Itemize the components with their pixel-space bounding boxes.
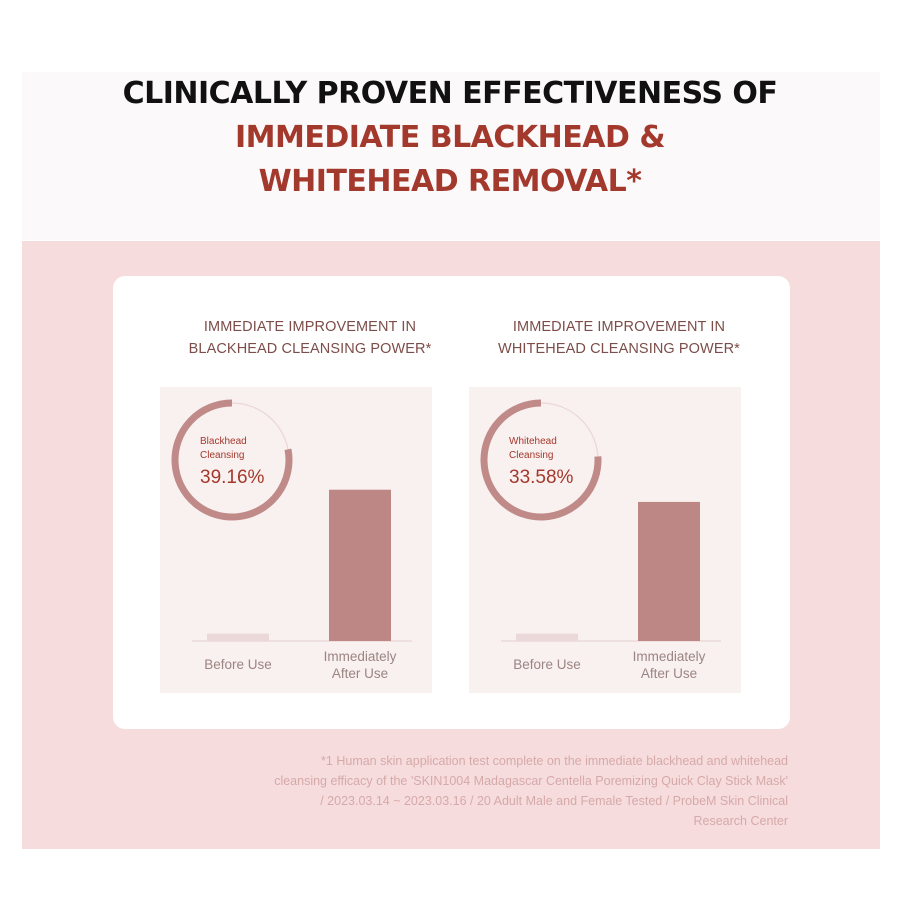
- ring-progress: [171, 399, 293, 521]
- whitehead-chart-svg: Before Use Immediately After Use Whitehead C…: [480, 399, 721, 681]
- title-line-1: CLINICALLY PROVEN EFFECTIVENESS OF: [122, 76, 778, 111]
- footnote-line: / 2023.03.14 ~ 2023.03.16 / 20 Adult Mal…: [320, 794, 788, 808]
- category-label: Immediately After Use: [633, 649, 706, 681]
- chart-title-line-1: IMMEDIATE IMPROVEMENT IN: [512, 319, 726, 335]
- chart-title-line-2: WHITEHEAD CLEANSING POWER*: [498, 341, 740, 357]
- bar-after-use: [638, 501, 700, 641]
- category-label-line: Immediately: [633, 649, 706, 664]
- plot-area: Before Use Immediately After Use Blackhead C…: [160, 387, 432, 693]
- chart-title: IMMEDIATE IMPROVEMENT IN WHITEHEAD CLEAN…: [469, 316, 769, 360]
- footnote-line: *1 Human skin application test complete …: [321, 754, 788, 768]
- category-label-line: After Use: [332, 666, 388, 681]
- page-title: CLINICALLY PROVEN EFFECTIVENESS OF IMMED…: [0, 72, 900, 204]
- footnote-line: Research Center: [693, 814, 789, 828]
- ring-label-line: Cleansing: [509, 450, 553, 461]
- category-label-line: Before Use: [204, 657, 272, 672]
- bar-after-use: [329, 489, 391, 641]
- footnote: *1 Human skin application test complete …: [200, 751, 788, 831]
- footnote-line: cleansing efficacy of the 'SKIN1004 Mada…: [274, 774, 788, 788]
- blackhead-chart: IMMEDIATE IMPROVEMENT IN BLACKHEAD CLEAN…: [160, 316, 460, 693]
- category-label-line: Before Use: [513, 657, 581, 672]
- chart-title-line-2: BLACKHEAD CLEANSING POWER*: [188, 341, 432, 357]
- header-band: [22, 72, 880, 240]
- ring-label-line: Blackhead: [200, 436, 247, 447]
- category-label-line: Immediately: [324, 649, 397, 664]
- bar-before-use: [207, 633, 269, 641]
- blackhead-chart-svg: Before Use Immediately After Use Blackhead C…: [171, 399, 412, 681]
- ring-label: Whitehead Cleansing: [509, 436, 557, 461]
- category-label: Immediately After Use: [324, 649, 397, 681]
- ring-progress: [480, 399, 602, 521]
- category-label-line: After Use: [641, 666, 697, 681]
- ring-label-line: Cleansing: [200, 450, 244, 461]
- ring-value: 39.16%: [200, 467, 265, 488]
- whitehead-chart: IMMEDIATE IMPROVEMENT IN WHITEHEAD CLEAN…: [469, 316, 769, 693]
- bar-before-use: [516, 633, 578, 641]
- chart-title: IMMEDIATE IMPROVEMENT IN BLACKHEAD CLEAN…: [160, 316, 460, 360]
- chart-title-line-1: IMMEDIATE IMPROVEMENT IN: [203, 319, 417, 335]
- category-label: Before Use: [513, 657, 581, 672]
- ring-label-line: Whitehead: [509, 436, 557, 447]
- plot-area: Before Use Immediately After Use Whitehead C…: [469, 387, 741, 693]
- ring-value: 33.58%: [509, 467, 574, 488]
- category-label: Before Use: [204, 657, 272, 672]
- title-line-2: IMMEDIATE BLACKHEAD &: [234, 120, 666, 155]
- ring-label: Blackhead Cleansing: [200, 436, 247, 461]
- title-line-3: WHITEHEAD REMOVAL*: [258, 164, 642, 199]
